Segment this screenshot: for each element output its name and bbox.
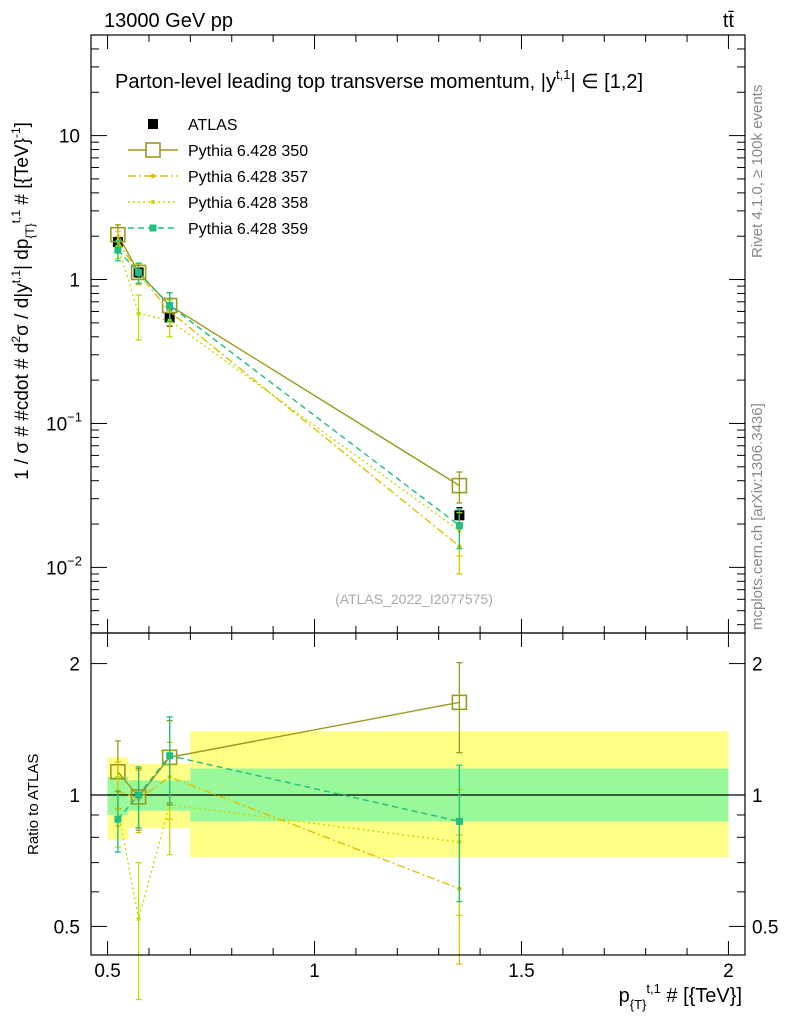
ratio-y-tick-label: 2 (69, 655, 80, 676)
ratio-data-point (451, 694, 468, 711)
ratio-y-tick-label: 0.5 (54, 917, 80, 938)
main-series-line (117, 249, 460, 527)
legend-marker (150, 199, 156, 205)
ratio-data-point (136, 916, 141, 922)
main-plot-watermark: (ATLAS_2022_I2077575) (335, 591, 493, 607)
legend-label: Pythia 6.428 350 (188, 143, 308, 160)
legend-marker (150, 173, 156, 179)
energy-label: 13000 GeV pp (104, 10, 233, 32)
main-data-point (135, 268, 143, 276)
legend-marker (148, 119, 158, 129)
main-series-line (117, 234, 460, 487)
ratio-series-line (117, 776, 460, 890)
main-y-tick-label: 10−1 (46, 409, 82, 435)
x-axis-label: p{T}t,1 # [{TeV}] (619, 981, 742, 1012)
main-data-point (166, 301, 174, 309)
x-tick-label: 1 (309, 961, 320, 982)
rivet-label: Rivet 4.1.0, ≥ 100k events (749, 85, 766, 258)
ratio-series-line (117, 803, 460, 920)
process-label: tt̄ (723, 10, 735, 32)
main-series-line (117, 240, 460, 547)
legend-label: Pythia 6.428 357 (188, 169, 308, 186)
x-tick-label: 0.5 (94, 961, 120, 982)
ratio-data-point (455, 817, 463, 825)
main-y-axis-label: 1 / σ # #cdot # d2σ / d|yt,1| dp{T}t,1 #… (9, 122, 37, 480)
x-tick-label: 2 (723, 961, 734, 982)
ratio-y-tick-label: 1 (69, 786, 80, 807)
main-data-point (455, 522, 463, 530)
ratio-plot-panel: 0.5 0.5 1 1 2 2 0.5 1 1.5 2 Ratio to ATLAS p{T}t,… (25, 632, 778, 1012)
mcplots-label: mcplots.cern.ch [arXiv:1306.3436] (749, 403, 766, 630)
ratio-series-line (117, 701, 460, 799)
legend-label: Pythia 6.428 358 (188, 195, 308, 212)
main-data-point (114, 246, 122, 254)
ratio-data-point (114, 815, 122, 823)
legend: ATLAS Pythia 6.428 350 Pythia 6.428 357 Pyt… (128, 117, 308, 238)
ratio-y-axis-label: Ratio to ATLAS (25, 754, 42, 855)
x-tick-label: 1.5 (508, 961, 534, 982)
ratio-data-point (166, 752, 174, 760)
ratio-y-tick-label-right: 2 (752, 655, 763, 676)
legend-label: Pythia 6.428 359 (188, 221, 308, 238)
ratio-data-point (135, 791, 143, 799)
ratio-series-line (117, 754, 460, 823)
ratio-plot-frame (90, 632, 746, 956)
main-plot-title: Parton-level leading top transverse mome… (115, 67, 643, 93)
main-plot-panel: Parton-level leading top transverse mome… (9, 34, 746, 634)
ratio-y-tick-label-right: 0.5 (752, 917, 778, 938)
legend-marker (149, 224, 157, 232)
main-data-point (136, 311, 141, 316)
ratio-y-tick-label-right: 1 (752, 786, 763, 807)
main-y-tick-label: 10 (59, 127, 80, 148)
main-series-line (117, 246, 460, 532)
main-y-tick-label: 1 (69, 271, 80, 292)
legend-marker (145, 142, 161, 158)
main-y-tick-label: 10−2 (46, 553, 82, 579)
legend-label: ATLAS (188, 117, 238, 134)
main-data-point (451, 477, 468, 494)
